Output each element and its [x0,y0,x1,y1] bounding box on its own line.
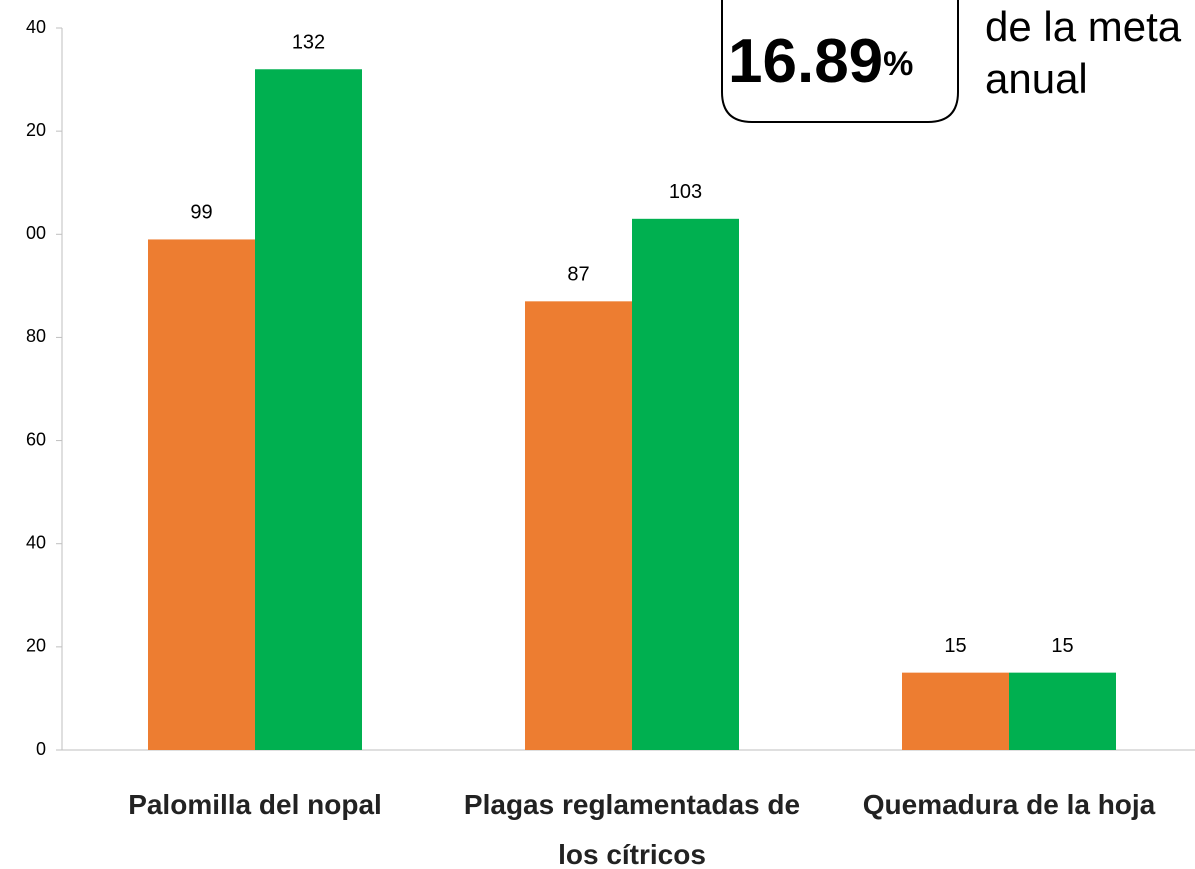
x-tick-label: Plagas reglamentadas de los cítricos [463,789,801,869]
x-tick-label: Palomilla del nopal [128,789,382,820]
y-tick-label: 20 [26,120,46,140]
data-label: 103 [669,181,702,203]
y-tick-label: 80 [26,326,46,346]
data-label: 132 [292,32,325,54]
x-tick-label: Quemadura de la hoja [862,789,1156,820]
data-label: 87 [567,264,589,286]
bar [148,239,255,750]
bar [902,672,1009,750]
callout-text: de la meta [985,3,1182,50]
data-label: 15 [1051,635,1073,657]
y-tick-label: 20 [26,636,46,656]
y-tick-label: 00 [26,223,46,243]
callout-text: anual [985,55,1088,102]
callout-unit: % [883,45,913,83]
y-tick-label: 60 [26,429,46,449]
data-label: 15 [944,635,966,657]
callout-number: 16.89 [728,27,883,96]
data-label: 99 [190,202,212,224]
y-tick-label: 40 [26,532,46,552]
callout-box [721,0,959,123]
bar [1009,672,1116,750]
callout-value: 16.89% [728,27,913,96]
bar [525,301,632,750]
y-tick-label: 40 [26,17,46,37]
y-tick-label: 0 [36,739,46,759]
bar [632,218,739,751]
bar [255,69,362,750]
